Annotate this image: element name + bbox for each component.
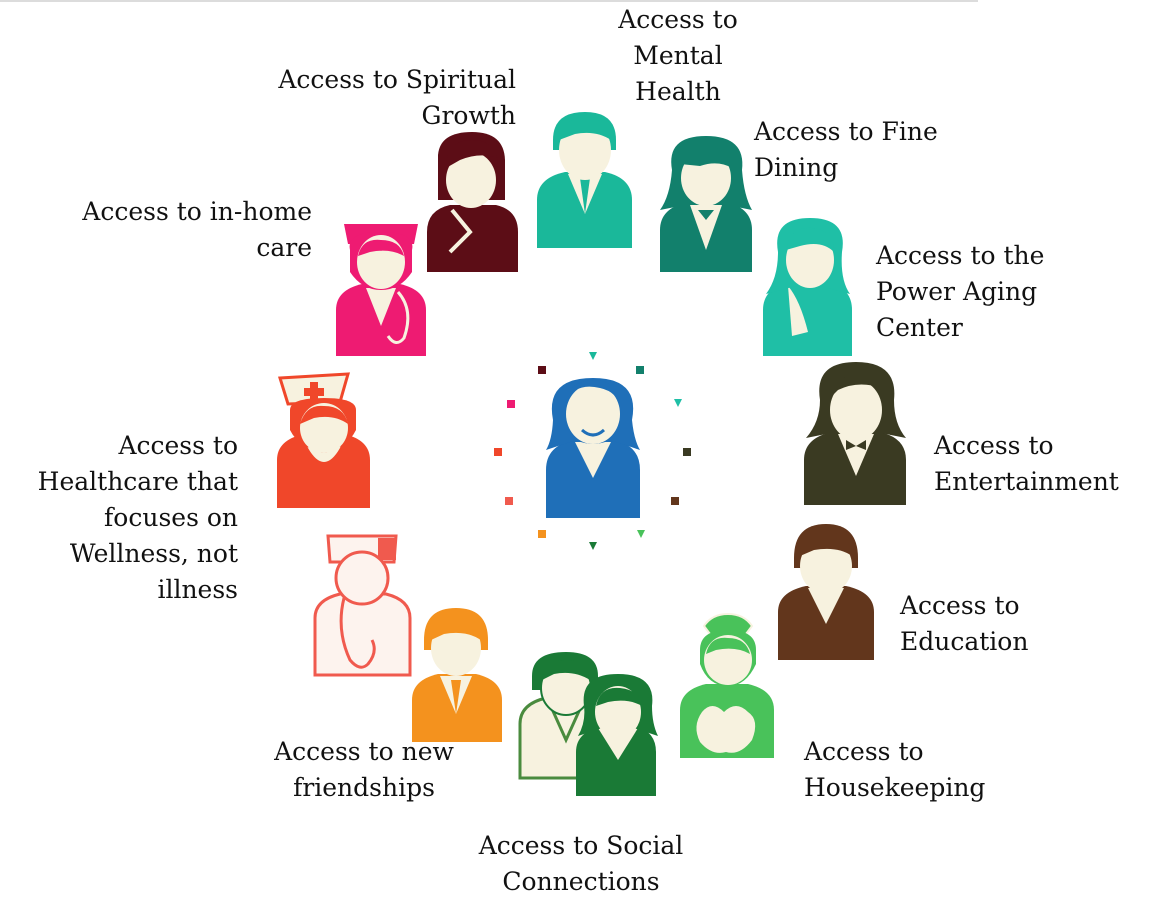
man-bowtie-icon — [804, 362, 906, 505]
doctor-man-icon — [537, 112, 632, 248]
top-border-line — [0, 0, 978, 2]
ring-dot — [538, 366, 546, 374]
ring-dot — [589, 542, 597, 550]
dot-ring — [494, 352, 691, 550]
label-entertainment: Access to Entertainment — [934, 431, 1119, 496]
label-healthcare: Access to Healthcare that focuses on Wel… — [37, 431, 238, 604]
label-housekeeping: Access to Housekeeping — [804, 737, 986, 802]
nurse-cross-icon — [277, 372, 370, 508]
ring-dot — [538, 530, 546, 538]
priest-icon — [427, 132, 518, 272]
nurse-cap-icon — [336, 224, 426, 356]
label-social-connections: Access to Social Connections — [478, 831, 684, 896]
teacher-icon — [778, 524, 874, 660]
woman-icon — [763, 218, 852, 356]
label-spiritual-growth: Access to Spiritual Growth — [278, 65, 516, 130]
label-new-friendships: Access to new friendships — [274, 737, 454, 802]
doctor-stethoscope-icon — [313, 534, 412, 677]
ring-dot — [683, 448, 691, 456]
waitress-icon — [660, 136, 752, 272]
label-fine-dining: Access to Fine Dining — [754, 117, 938, 182]
label-in-home-care: Access to in-home care — [82, 197, 312, 262]
ring-dot — [637, 530, 645, 538]
ring-dot — [494, 448, 502, 456]
label-education: Access to Education — [900, 591, 1029, 656]
couple-icon — [518, 652, 658, 796]
label-power-aging-center: Access to the Power Aging Center — [876, 241, 1045, 342]
woman-center-icon — [546, 378, 640, 518]
man-icon — [412, 608, 502, 742]
ring-dot — [507, 400, 515, 408]
housekeeper-icon — [680, 612, 774, 758]
ring-dot — [636, 366, 644, 374]
ring-dot — [589, 352, 597, 360]
ring-dot — [674, 399, 682, 407]
ring-dot — [671, 497, 679, 505]
ring-dot — [505, 497, 513, 505]
label-mental-health: Access to Mental Health — [618, 5, 738, 106]
